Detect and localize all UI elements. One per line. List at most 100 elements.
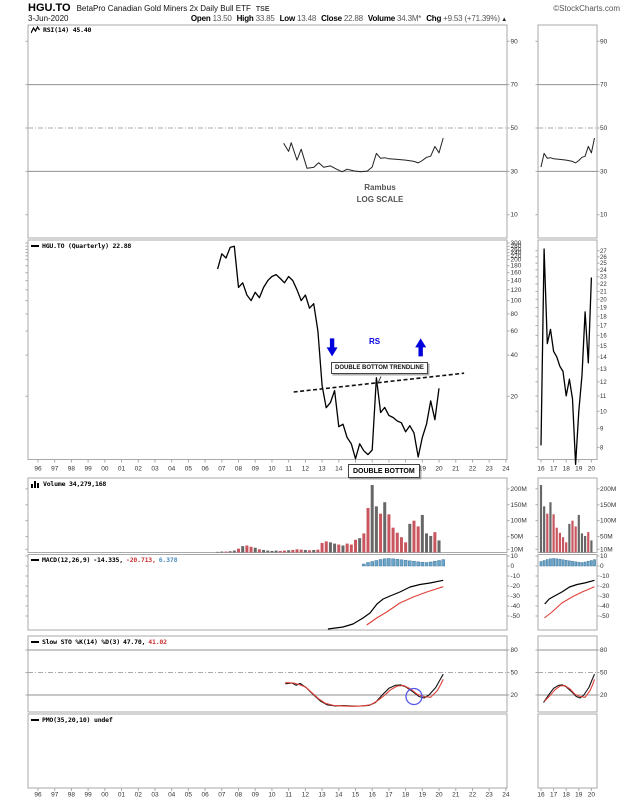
stockcharts-copyright-link[interactable]: ©StockCharts.com — [553, 4, 620, 13]
price-axis-label: 260 — [511, 246, 522, 253]
legend-line-icon — [31, 641, 39, 643]
axis-tick-label: 10M — [511, 546, 524, 553]
quote-value: 22.88 — [341, 14, 363, 23]
price-line-mini — [540, 248, 593, 466]
year-label: 21 — [452, 792, 460, 799]
volume-bar-mini — [555, 527, 558, 553]
volume-bar — [416, 526, 420, 553]
axis-tick-label: 150M — [600, 502, 616, 509]
price-mini-axis-label: 11 — [600, 394, 607, 400]
year-label-mini: 16 — [537, 792, 545, 799]
legend-line-icon — [31, 245, 39, 247]
blue-down-arrow-icon — [326, 338, 338, 357]
macd-histogram-bar-mini — [549, 558, 552, 567]
price-mini-axis-label: 13 — [600, 367, 607, 373]
macd-histogram-bar-mini — [574, 561, 577, 567]
volume-bar — [328, 542, 332, 553]
year-label: 05 — [185, 466, 193, 473]
volume-bar-mini — [558, 532, 561, 553]
legend-line-icon — [31, 719, 39, 721]
macd-line-mini — [544, 579, 595, 605]
year-label: 01 — [118, 792, 126, 799]
year-label: 99 — [85, 466, 93, 473]
sto-legend-name: Slow STO %K(14) %D(3) — [42, 638, 120, 646]
volume-bar — [241, 546, 245, 553]
volume-bar — [316, 549, 320, 553]
price-axis-label: 40 — [511, 352, 519, 359]
volume-bar — [433, 532, 437, 553]
macd-histogram-bar-mini — [564, 559, 568, 567]
quote-label: Low — [279, 14, 296, 23]
year-label: 98 — [68, 792, 76, 799]
macd-histogram-bar — [382, 558, 387, 567]
year-label: 02 — [135, 792, 143, 799]
volume-bar-mini — [584, 535, 587, 553]
macd-signal-value: -20.713, — [126, 556, 156, 564]
year-label: 14 — [335, 466, 343, 473]
volume-bar — [249, 546, 253, 553]
year-label: 22 — [469, 466, 477, 473]
axis-tick-label: 80 — [511, 647, 519, 654]
axis-tick-label: -30 — [511, 593, 521, 600]
year-label: 06 — [201, 466, 209, 473]
price-axis-label: 240 — [511, 250, 522, 257]
axis-tick-label: 100M — [600, 518, 616, 525]
price-axis-label: 80 — [511, 311, 519, 318]
sto-k-line-mini — [543, 673, 596, 703]
sto-d-line — [285, 679, 444, 707]
macd-value: -14.335, — [93, 556, 123, 564]
volume-bar — [287, 550, 291, 553]
year-label: 09 — [252, 466, 260, 473]
volume-bar — [291, 549, 295, 553]
year-label: 23 — [486, 792, 494, 799]
price-mini-axis-label: 26 — [600, 255, 607, 261]
year-label: 00 — [101, 466, 109, 473]
rsi-sparkline-icon — [31, 26, 40, 34]
macd-histogram-bar-mini — [558, 558, 562, 567]
quote-value: +9.53 (+71.39%) — [441, 14, 500, 23]
axis-tick-label: -40 — [600, 603, 610, 610]
year-label: 19 — [419, 466, 427, 473]
vol-panel-border — [537, 477, 598, 553]
macd-histogram-bar-mini — [545, 559, 549, 567]
legend-line-icon — [31, 559, 39, 561]
volume-bar — [299, 549, 303, 553]
volume-bar — [358, 538, 362, 553]
macd-histogram-bar — [362, 563, 366, 567]
volume-bar — [387, 514, 391, 553]
price-mini-axis-label: 17 — [600, 324, 607, 330]
year-label: 24 — [502, 792, 510, 799]
axis-tick-label: 10 — [511, 212, 519, 219]
volume-bar — [216, 551, 220, 553]
macd-legend: MACD(12,26,9) -14.335, -20.713, 6.378 — [31, 556, 177, 564]
year-label: 05 — [185, 792, 193, 799]
year-label: 01 — [118, 466, 126, 473]
axis-tick-label: 50 — [511, 125, 519, 132]
price-mini-axis-label: 27 — [600, 249, 607, 255]
volume-bar — [370, 485, 374, 553]
macd-signal-line-mini — [544, 586, 595, 619]
year-label-mini: 16 — [537, 466, 545, 473]
macd-histogram-bar — [416, 561, 420, 567]
macd-histogram-bar-mini — [583, 561, 587, 567]
sto-d-line-mini — [544, 679, 596, 702]
macd-histogram-bar — [378, 559, 383, 567]
year-label: 13 — [318, 792, 326, 799]
volume-bar — [404, 542, 408, 553]
axis-tick-label: 90 — [511, 38, 519, 45]
year-label-mini: 18 — [563, 466, 571, 473]
volume-bar — [308, 550, 312, 553]
year-label: 18 — [402, 792, 410, 799]
price-mini-axis-label: 8 — [600, 445, 604, 451]
year-label: 00 — [101, 792, 109, 799]
volume-bar — [274, 550, 278, 553]
volume-bar — [366, 507, 370, 553]
volume-bar — [303, 549, 307, 553]
axis-tick-label: -50 — [600, 613, 610, 620]
price-mini-axis-label: 9 — [600, 426, 604, 432]
price-axis-label: 60 — [511, 328, 519, 335]
price-axis-label: 20 — [511, 393, 519, 400]
year-label: 16 — [369, 792, 377, 799]
axis-tick-label: 50 — [600, 670, 608, 677]
